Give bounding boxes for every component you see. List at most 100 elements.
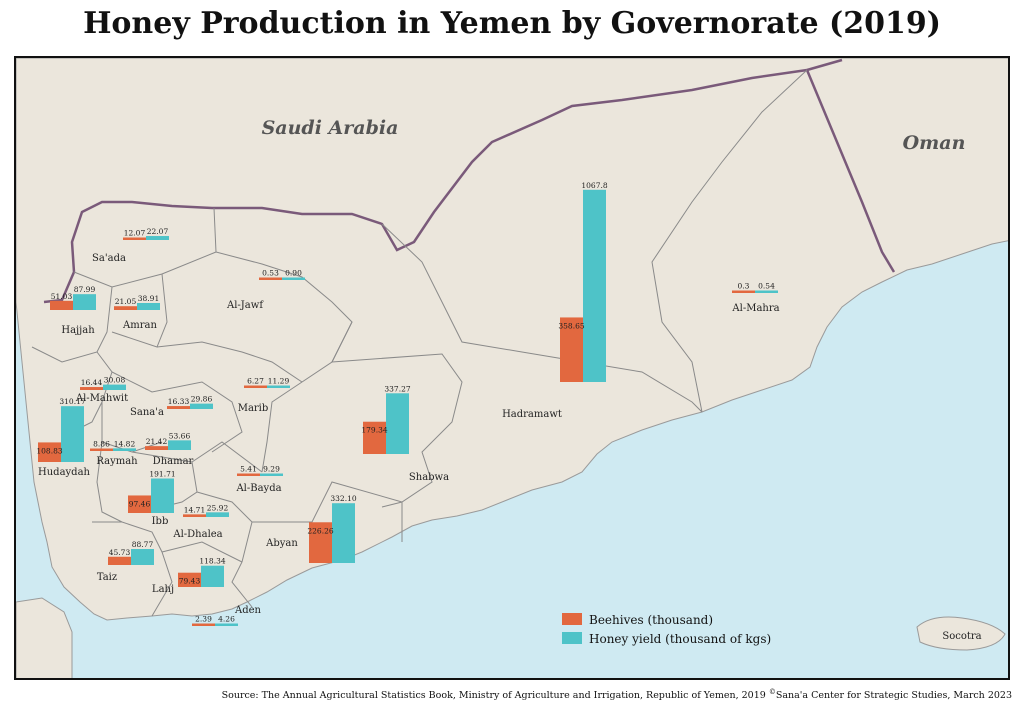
- label-amran: Amran: [122, 320, 157, 331]
- value-honey-hudaydah: 310.17: [59, 397, 85, 406]
- value-honey-marib: 11.29: [268, 377, 290, 386]
- value-honey-amran: 38.91: [138, 294, 159, 303]
- bar-honey-raymah: [113, 448, 136, 451]
- bar-beehives-dhamar: [145, 446, 168, 450]
- bar-beehives-sana-a: [167, 406, 190, 409]
- legend: Beehives (thousand) Honey yield (thousan…: [562, 613, 771, 646]
- value-honey-taiz: 88.77: [132, 540, 154, 549]
- label-hudaydah: Hudaydah: [38, 467, 91, 478]
- source-text: Source: The Annual Agricultural Statisti…: [221, 690, 766, 701]
- bar-beehives-hadramawt: [560, 317, 583, 382]
- bar-honey-abyan: [332, 503, 355, 563]
- value-beehives-hadramawt: 358.65: [558, 321, 584, 330]
- socotra-island: [916, 616, 1006, 651]
- bar-honey-hajjah: [73, 294, 96, 310]
- value-honey-al-jawf: 0.90: [285, 269, 302, 278]
- value-honey-al-mahra: 0.54: [758, 282, 775, 291]
- value-honey-shabwa: 337.27: [384, 384, 410, 393]
- bar-honey-al-mahra: [755, 290, 778, 293]
- label-hajjah: Hajjah: [61, 325, 95, 336]
- label-raymah: Raymah: [96, 456, 138, 467]
- bar-honey-al-mahwit: [103, 384, 126, 390]
- label-sanaa: Sana'a: [130, 407, 164, 418]
- value-beehives-taiz: 45.73: [109, 548, 131, 557]
- socotra-label: Socotra: [942, 631, 981, 642]
- value-honey-lahj: 118.34: [199, 557, 225, 566]
- value-honey-aden: 4.26: [218, 615, 235, 624]
- oman-label: Oman: [903, 132, 966, 154]
- label-saada: Sa'ada: [92, 253, 126, 264]
- bar-beehives-amran: [114, 306, 137, 310]
- bar-honey-al-jawf: [282, 277, 305, 280]
- label-marib: Marib: [238, 403, 269, 414]
- label-al-dhalea: Al-Dhalea: [172, 529, 222, 540]
- governorate-boundaries: [31, 69, 808, 617]
- bar-honey-taiz: [131, 549, 154, 565]
- value-beehives-aden: 2.39: [195, 615, 212, 624]
- label-taiz: Taiz: [97, 572, 117, 583]
- value-beehives-shabwa: 179.34: [361, 426, 387, 435]
- bar-beehives-ibb: [128, 495, 151, 513]
- bar-beehives-al-jawf: [259, 277, 282, 280]
- legend-beehives-label: Beehives (thousand): [589, 613, 713, 627]
- value-beehives-al-jawf: 0.53: [262, 269, 279, 278]
- value-honey-dhamar: 53.66: [169, 431, 191, 440]
- value-beehives-sana-a: 16.33: [168, 397, 190, 406]
- legend-beehives-swatch: [562, 613, 582, 625]
- governorate-labels: Sa'ada Hajjah Amran Al-Jawf Al-Mahra Had…: [38, 253, 780, 616]
- bar-honey-dhamar: [168, 440, 191, 450]
- value-beehives-hudaydah: 108.83: [36, 446, 62, 455]
- bar-beehives-raymah: [90, 448, 113, 451]
- bar-honey-amran: [137, 302, 160, 310]
- bar-honey-hudaydah: [61, 406, 84, 462]
- yemen-oman-border: [805, 69, 896, 273]
- label-aden: Aden: [234, 605, 262, 616]
- bar-beehives-al-bayda: [237, 473, 260, 476]
- value-beehives-ibb: 97.46: [129, 499, 151, 508]
- label-al-bayda: Al-Bayda: [235, 483, 281, 494]
- value-beehives-abyan: 226.26: [307, 526, 333, 535]
- source-note: Source: The Annual Agricultural Statisti…: [222, 688, 1012, 701]
- bar-beehives-al-mahra: [732, 290, 755, 293]
- bar-beehives-hajjah: [50, 300, 73, 310]
- label-hadramawt: Hadramawt: [502, 409, 562, 420]
- bar-beehives-sa-ada: [123, 237, 146, 240]
- value-honey-ibb: 191.71: [149, 469, 175, 478]
- label-ibb: Ibb: [152, 516, 169, 527]
- value-honey-abyan: 332.10: [330, 494, 356, 503]
- africa-coast: [16, 597, 73, 678]
- bar-beehives-taiz: [108, 556, 131, 565]
- bar-honey-hadramawt: [583, 189, 606, 382]
- value-beehives-sa-ada: 12.07: [124, 229, 146, 238]
- yemen-map: Saudi Arabia Oman Socotra Sa'ada Hajjah …: [16, 58, 1008, 678]
- bar-honey-marib: [267, 385, 290, 388]
- map-frame: Saudi Arabia Oman Socotra Sa'ada Hajjah …: [14, 56, 1010, 680]
- value-beehives-al-mahra: 0.3: [738, 282, 750, 291]
- legend-honey-label: Honey yield (thousand of kgs): [589, 632, 771, 646]
- saudi-yemen-border: [43, 68, 808, 304]
- value-honey-hajjah: 87.99: [74, 285, 96, 294]
- value-beehives-lahj: 79.43: [179, 577, 201, 586]
- land-mass: [16, 58, 1008, 621]
- map-title: Honey Production in Yemen by Governorate…: [83, 6, 941, 41]
- value-beehives-marib: 6.27: [247, 377, 264, 386]
- bar-beehives-lahj: [178, 572, 201, 587]
- legend-honey-swatch: [562, 632, 582, 644]
- bar-beehives-al-mahwit: [80, 387, 103, 390]
- value-beehives-al-dhalea: 14.71: [184, 505, 205, 514]
- label-al-mahwit: Al-Mahwit: [75, 393, 128, 404]
- value-beehives-amran: 21.05: [115, 297, 137, 306]
- value-honey-sana-a: 29.86: [191, 395, 213, 404]
- label-al-jawf: Al-Jawf: [226, 300, 264, 311]
- label-lahj: Lahj: [152, 584, 174, 595]
- bar-honey-al-dhalea: [206, 512, 229, 517]
- value-honey-raymah: 14.82: [114, 439, 136, 448]
- value-beehives-hajjah: 51.03: [51, 292, 73, 301]
- label-shabwa: Shabwa: [409, 472, 449, 483]
- value-beehives-dhamar: 21.42: [146, 437, 168, 446]
- bar-beehives-aden: [192, 623, 215, 626]
- value-beehives-al-bayda: 5.41: [240, 465, 257, 474]
- bar-honey-sa-ada: [146, 236, 169, 240]
- value-beehives-al-mahwit: 16.44: [81, 378, 103, 387]
- credit-text: Sana'a Center for Strategic Studies, Mar…: [775, 690, 1012, 701]
